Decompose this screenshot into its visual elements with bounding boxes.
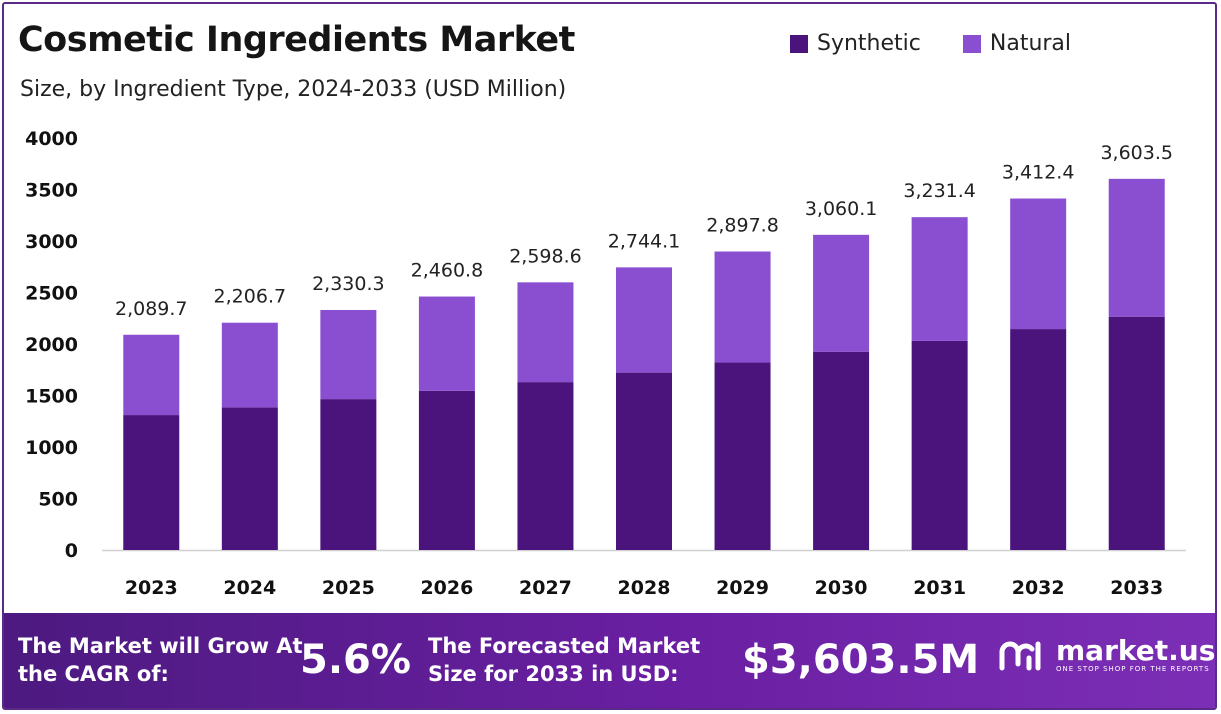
legend-item-synthetic: Synthetic [790,31,921,56]
bar-synthetic-2030 [813,351,870,550]
bar-synthetic-2032 [1010,329,1067,550]
data-label-total-2032: 3,412.4 [1002,162,1075,184]
x-tick-label-2030: 2030 [815,577,868,599]
legend-swatch-synthetic [790,34,808,53]
y-tick-label: 0 [65,540,78,562]
data-label-total-2029: 2,897.8 [706,215,779,237]
cagr-label: The Market will Grow At the CAGR of: [18,634,303,686]
bar-synthetic-2027 [517,382,574,550]
legend-label-synthetic: Synthetic [817,31,921,56]
bar-natural-2024 [221,322,278,408]
chart-title: Cosmetic Ingredients Market [18,20,575,60]
data-label-total-2025: 2,330.3 [312,273,385,295]
market-us-logo-icon [999,641,1041,671]
data-label-total-2028: 2,744.1 [608,230,681,252]
y-tick-label: 2000 [25,334,78,356]
bar-natural-2026 [418,296,475,391]
bar-synthetic-2028 [616,372,672,550]
data-label-total-2031: 3,231.4 [903,180,976,202]
footer-banner: The Market will Grow At the CAGR of: 5.6… [4,613,1215,708]
x-tick-label-2031: 2031 [913,577,966,599]
data-label-total-2023: 2,089.7 [115,298,188,320]
bar-synthetic-2024 [221,407,278,550]
bar-natural-2029 [714,251,771,363]
cagr-value: 5.6% [300,637,411,683]
x-tick-label-2025: 2025 [322,577,375,599]
y-tick-label: 500 [38,489,78,511]
bar-natural-2028 [616,267,672,373]
bar-synthetic-2026 [418,390,475,550]
forecast-value: $3,603.5M [742,637,980,683]
brand-logo: market.us ONE STOP SHOP FOR THE REPORTS [998,637,1215,673]
x-tick-label-2029: 2029 [716,577,769,599]
bar-natural-2031 [911,217,968,341]
bar-synthetic-2031 [911,340,968,550]
bar-synthetic-2023 [123,415,180,550]
data-label-total-2033: 3,603.5 [1100,142,1173,164]
brand-name: market.us [1056,634,1216,667]
x-tick-label-2032: 2032 [1012,577,1065,599]
brand-tagline: ONE STOP SHOP FOR THE REPORTS [1056,665,1210,673]
bar-synthetic-2029 [714,362,771,550]
bar-natural-2032 [1010,198,1067,330]
bar-natural-2025 [320,309,377,400]
bar-natural-2027 [517,282,574,383]
x-tick-label-2027: 2027 [519,577,572,599]
bar-natural-2030 [813,234,870,352]
y-tick-label: 3500 [25,180,78,202]
y-tick-label: 1500 [25,386,78,408]
data-label-total-2024: 2,206.7 [214,286,287,308]
data-label-total-2027: 2,598.6 [509,245,582,267]
data-label-total-2026: 2,460.8 [411,260,484,282]
y-tick-label: 2500 [25,283,78,305]
bar-synthetic-2033 [1108,316,1165,550]
x-tick-label-2028: 2028 [618,577,671,599]
y-tick-label: 3000 [25,231,78,253]
x-tick-label-2026: 2026 [420,577,473,599]
data-label-total-2030: 3,060.1 [805,198,878,220]
bar-chart: 0 500 1000 1500 2000 2500 3000 3500 4000 2,089.7 2… [25,128,1186,599]
y-tick-label: 1000 [25,437,78,459]
y-tick-label: 4000 [25,128,78,150]
legend-label-natural: Natural [989,31,1072,56]
legend-swatch-natural [962,34,981,53]
x-tick-label-2023: 2023 [125,577,178,599]
bar-natural-2033 [1108,178,1165,317]
bar-synthetic-2025 [320,399,377,550]
forecast-label: The Forecasted Market Size for 2033 in U… [428,634,701,686]
chart-subtitle: Size, by Ingredient Type, 2024-2033 (USD… [20,77,567,102]
x-tick-label-2033: 2033 [1110,577,1163,599]
x-tick-label-2024: 2024 [223,577,276,599]
bar-natural-2023 [123,334,180,416]
legend-item-natural: Natural [962,31,1072,56]
legend: Synthetic Natural [790,31,1071,56]
